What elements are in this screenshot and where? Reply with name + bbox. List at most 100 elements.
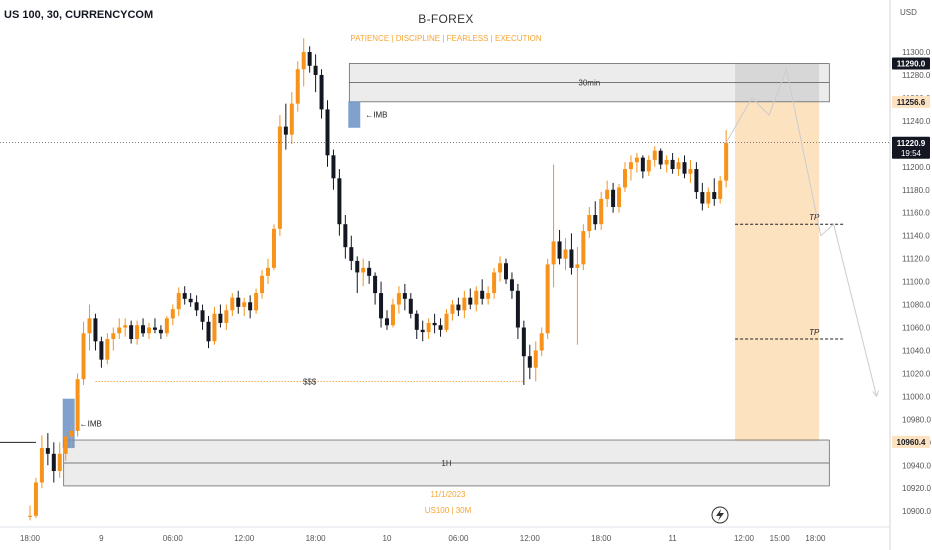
candle-body: [331, 155, 336, 179]
candle-body: [700, 192, 705, 204]
candle-body: [51, 453, 56, 472]
y-tick-label: 11180.0: [902, 186, 930, 195]
candle-body: [194, 302, 199, 311]
candle-body: [266, 267, 270, 276]
candle-body: [515, 290, 520, 328]
x-tick-label: 18:00: [20, 534, 41, 543]
lightning-icon[interactable]: [711, 506, 729, 524]
candle-body: [283, 126, 288, 135]
y-tick-label: 11120.0: [902, 255, 930, 264]
imbalance-label-0: ←IMB: [80, 419, 102, 428]
price-label-0: 11290.0: [897, 59, 926, 68]
candle-body: [575, 264, 580, 268]
candle-body: [93, 318, 98, 342]
candle-body: [248, 302, 253, 311]
candle-body: [527, 356, 532, 368]
y-tick-label: 11060.0: [902, 324, 931, 333]
candle-body: [486, 293, 491, 299]
candle-body: [57, 453, 62, 472]
candle-body: [218, 313, 223, 323]
timeframe-label: US100 | 30M: [424, 506, 472, 515]
candle-body: [141, 325, 146, 334]
candle-body: [450, 304, 455, 314]
brand-title: B-FOREX: [418, 12, 474, 26]
candle-body: [521, 327, 526, 357]
candle-body: [39, 448, 44, 483]
candle-body: [361, 267, 366, 273]
candle-body: [706, 192, 711, 204]
candle-body: [402, 293, 407, 299]
candle-body: [325, 109, 330, 156]
price-label-bg-2: [892, 136, 930, 159]
candle-body: [587, 215, 592, 232]
candle-body: [301, 52, 306, 70]
y-tick-label: 11000.0: [902, 392, 931, 401]
candle-body: [230, 297, 235, 311]
candle-body: [480, 290, 485, 299]
candle-body: [712, 192, 717, 199]
candle-body: [367, 267, 372, 276]
candle-body: [599, 198, 604, 225]
candle-body: [75, 379, 80, 431]
x-tick-label: 18:00: [591, 534, 612, 543]
y-tick-label: 10940.0: [902, 461, 931, 470]
y-tick-label: 11020.0: [902, 369, 931, 378]
candle-body: [355, 260, 360, 273]
candle-body: [135, 325, 140, 339]
x-tick-label: 12:00: [234, 534, 255, 543]
candle-body: [147, 327, 151, 334]
candle-body: [242, 302, 247, 307]
time-axis[interactable]: 18:00 9 06:00 12:00 18:00 10 06:00 12:00 18:00 11…: [20, 534, 826, 543]
candle-body: [271, 228, 276, 268]
y-tick-label: 11200.0: [902, 163, 931, 172]
x-tick-label: 12:00: [734, 534, 755, 543]
tp-label-0: TP: [809, 213, 820, 222]
price-axis[interactable]: 11300.011280.011260.011240.011220.011200…: [902, 48, 931, 516]
candle-body: [432, 322, 437, 326]
candle-body: [28, 515, 32, 517]
candle-body: [307, 52, 312, 66]
x-tick-label: 9: [99, 534, 104, 543]
y-tick-label: 11280.0: [902, 71, 931, 80]
tp-label-1: TP: [809, 328, 820, 337]
candle-body: [200, 310, 205, 322]
y-tick-label: 11040.0: [902, 346, 931, 355]
x-tick-label: 10: [383, 534, 392, 543]
candle-body: [640, 157, 645, 172]
candle-body: [117, 327, 122, 334]
candle-body: [408, 298, 413, 314]
candle-body: [676, 162, 681, 170]
candle-body: [504, 263, 508, 280]
candle-body: [438, 325, 443, 330]
candle-body: [628, 162, 633, 170]
x-tick-label: 06:00: [448, 534, 469, 543]
candle-body: [99, 341, 104, 360]
candle-body: [69, 430, 74, 437]
date-label: 11/1/2023: [430, 490, 466, 499]
candle-body: [623, 169, 627, 188]
candle-body: [682, 162, 687, 174]
price-label-3: 10960.4: [897, 438, 926, 447]
candle-body: [545, 264, 550, 334]
candle-body: [337, 178, 342, 225]
candle-body: [277, 126, 282, 229]
candle-body: [444, 313, 449, 330]
candle-body: [563, 249, 568, 259]
candle-body: [498, 263, 503, 273]
x-tick-label: 18:00: [306, 534, 327, 543]
candle-body: [462, 297, 467, 311]
candle-body: [468, 297, 473, 305]
candle-body: [206, 321, 211, 342]
candle-body: [295, 69, 300, 104]
x-tick-label: 15:00: [770, 534, 791, 543]
candle-body: [694, 169, 699, 193]
candle-body: [343, 224, 348, 248]
candle-body: [456, 304, 461, 311]
candle-body: [581, 231, 586, 265]
candle-body: [349, 247, 354, 261]
candle-body: [260, 275, 265, 294]
y-tick-label: 10980.0: [902, 415, 931, 424]
candle-body: [533, 350, 538, 368]
liquidity-label-0: $$$: [303, 377, 317, 386]
